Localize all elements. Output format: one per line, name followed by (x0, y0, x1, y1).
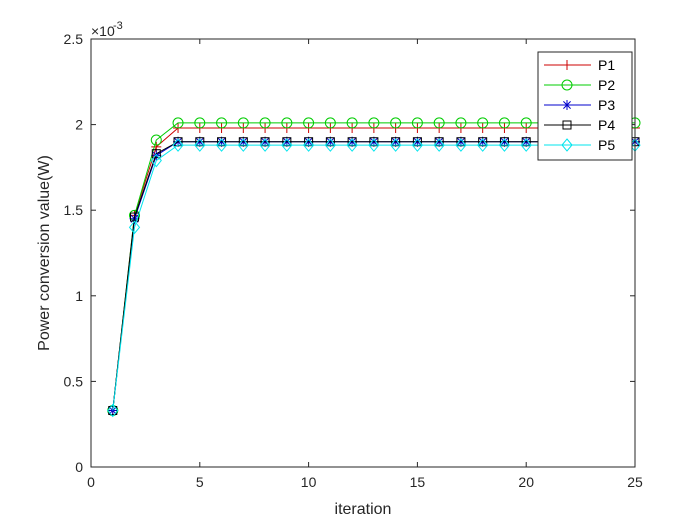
data-point-p4 (238, 137, 248, 147)
data-point-p2 (411, 117, 423, 129)
data-point-p2 (346, 117, 358, 129)
data-point-p4 (456, 137, 466, 147)
data-point-p5 (259, 138, 271, 152)
data-point-p5 (368, 138, 380, 152)
data-point-p2 (390, 117, 402, 129)
data-point-p4 (412, 137, 422, 147)
data-point-p5 (477, 138, 489, 152)
data-point-p4 (304, 137, 314, 147)
y-tick-label: 2 (75, 117, 83, 133)
data-point-p2 (259, 117, 271, 129)
x-tick-label: 0 (87, 474, 95, 490)
data-point-p3 (151, 150, 162, 161)
data-point-p5 (128, 220, 141, 235)
data-point-p4 (151, 149, 161, 159)
legend-marker (562, 100, 572, 110)
y-tick-label: 0 (75, 459, 83, 475)
data-point-p5 (346, 138, 358, 152)
data-point-p2 (303, 117, 315, 129)
data-point-p5 (237, 138, 249, 152)
legend-label: P2 (598, 77, 615, 93)
data-point-p5 (172, 138, 184, 152)
data-point-p4 (347, 137, 357, 147)
legend-label: P3 (598, 97, 615, 113)
data-point-p2 (455, 117, 467, 129)
x-tick-label: 20 (518, 474, 534, 490)
data-point-p2 (237, 117, 249, 129)
data-point-p4 (282, 137, 292, 147)
x-tick-label: 15 (410, 474, 426, 490)
data-point-p4 (499, 137, 509, 147)
data-point-p5 (433, 138, 445, 152)
data-point-p2 (324, 117, 336, 129)
data-point-p5 (302, 138, 315, 152)
data-point-p2 (520, 117, 532, 129)
legend-entry-p5: P5 (544, 137, 615, 153)
y-exponent-base: ×10 (91, 23, 115, 39)
legend-entry-p1: P1 (544, 57, 615, 73)
x-tick-label: 10 (301, 474, 317, 490)
axes-box (90, 38, 636, 468)
legend-marker (561, 138, 573, 152)
x-tick-label: 25 (627, 474, 643, 490)
data-point-p5 (194, 138, 206, 152)
data-point-p5 (389, 138, 402, 152)
data-point-p4 (521, 137, 531, 147)
y-tick-label: 1.5 (64, 202, 84, 218)
data-point-p2 (194, 117, 206, 129)
data-point-p4 (260, 137, 270, 147)
data-point-p4 (391, 137, 401, 147)
legend: P1 P2 P3 P4 P5 (537, 51, 633, 161)
y-axis-label: Power conversion value(W) (36, 155, 53, 351)
x-axis-label: iteration (335, 501, 392, 518)
y-tick-label: 1 (75, 288, 83, 304)
data-point-p4 (478, 137, 488, 147)
y-exponent-power: -3 (113, 20, 123, 32)
data-point-p2 (281, 117, 293, 129)
data-point-p2 (368, 117, 380, 129)
y-exponent: ×10 -3 (91, 20, 123, 39)
legend-entry-p4: P4 (544, 117, 615, 133)
data-point-p5 (411, 138, 424, 152)
data-point-p4 (434, 137, 444, 147)
data-point-p5 (215, 138, 228, 152)
legend-marker (561, 79, 573, 91)
data-point-p2 (477, 117, 489, 129)
data-point-p3 (107, 405, 118, 416)
data-point-p5 (455, 138, 467, 152)
data-point-p2 (150, 134, 162, 146)
data-point-p4 (217, 137, 227, 147)
data-point-p2 (498, 117, 510, 129)
y-tick-label: 2.5 (64, 31, 84, 47)
x-tick-label: 5 (196, 474, 204, 490)
data-point-p5 (107, 403, 119, 418)
data-point-p2 (216, 117, 228, 129)
y-tick-label: 0.5 (64, 373, 84, 389)
legend-marker (562, 60, 572, 70)
legend-entry-p2: P2 (544, 77, 615, 93)
legend-entry-p3: P3 (544, 97, 615, 113)
data-point-p4 (195, 137, 205, 147)
legend-box (537, 51, 633, 161)
data-point-p5 (498, 138, 511, 152)
data-point-p5 (324, 138, 337, 152)
legend-label: P5 (598, 137, 615, 153)
legend-label: P1 (598, 57, 615, 73)
data-point-p2 (433, 117, 445, 129)
data-point-p5 (150, 153, 162, 168)
data-point-p4 (325, 137, 335, 147)
legend-label: P4 (598, 117, 615, 133)
legend-marker (562, 120, 572, 130)
data-point-p5 (520, 138, 532, 152)
data-point-p4 (369, 137, 379, 147)
data-point-p5 (281, 138, 293, 152)
data-point-p2 (172, 117, 184, 129)
